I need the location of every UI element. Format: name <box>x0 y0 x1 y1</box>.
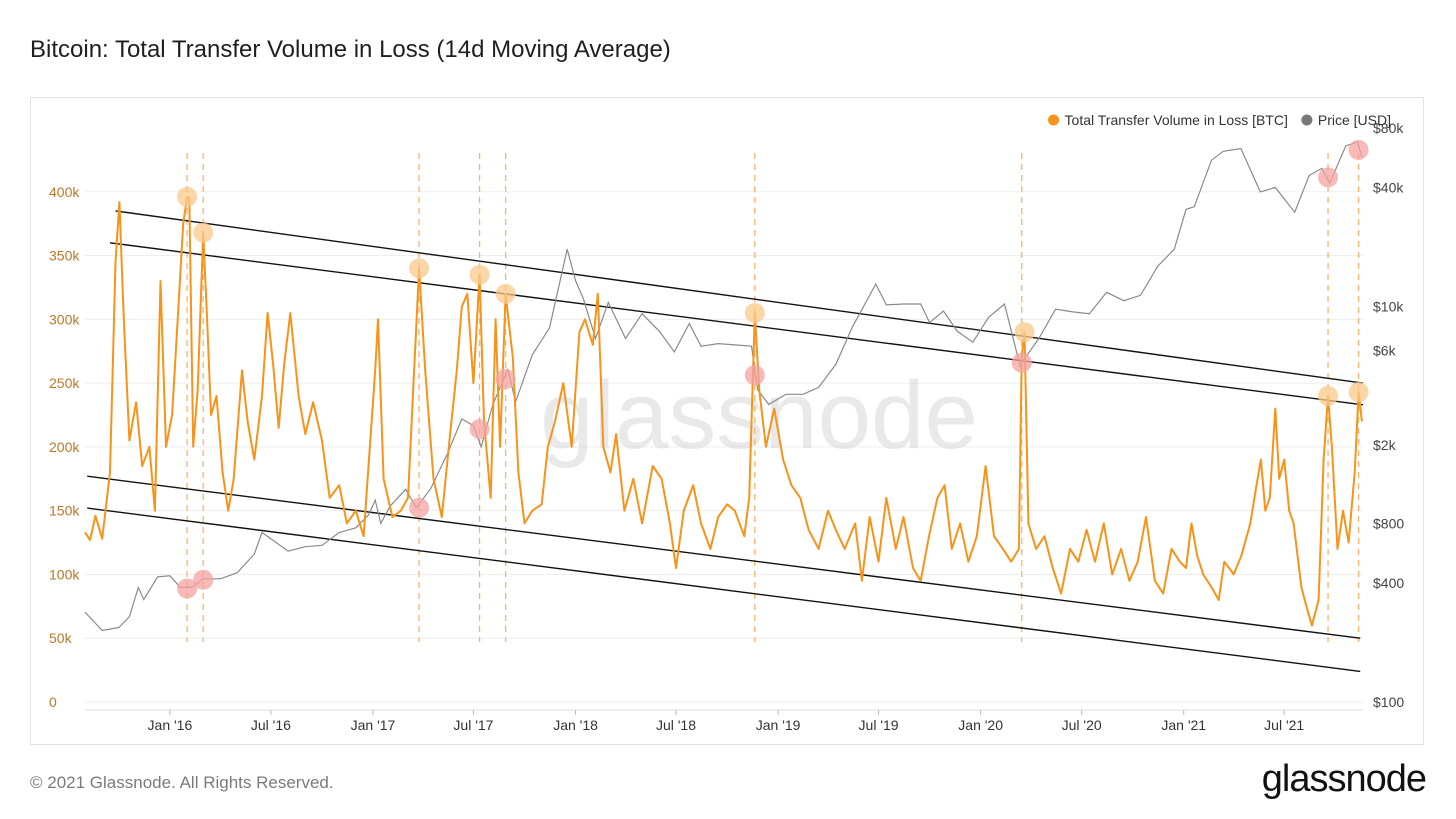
x-tick-label: Jan '17 <box>351 717 396 733</box>
price-highlight <box>1011 352 1032 373</box>
y-right-tick-label: $2k <box>1373 437 1397 453</box>
x-tick-label: Jan '20 <box>958 717 1003 733</box>
x-tick-label: Jul '17 <box>453 717 493 733</box>
volume-series <box>84 195 1363 627</box>
y-left-tick-label: 300k <box>49 311 80 327</box>
chart-svg: glassnode 050k100k150k200k250k300k350k40… <box>49 112 1404 733</box>
legend-label: Total Transfer Volume in Loss [BTC] <box>1065 112 1288 128</box>
x-tick-label: Jan '18 <box>553 717 598 733</box>
price-series <box>84 141 1363 632</box>
price-highlight <box>177 578 198 599</box>
x-tick-label: Jul '20 <box>1062 717 1102 733</box>
legend-label: Price [USD] <box>1318 112 1391 128</box>
x-tick-label: Jul '18 <box>656 717 696 733</box>
price-line <box>84 141 1363 632</box>
chart-panel: glassnode 0 50k 100k 150k 200k 250k 300k 350k 40… <box>30 97 1424 745</box>
x-tick-label: Jul '21 <box>1264 717 1304 733</box>
legend-swatch <box>1301 114 1313 126</box>
x-axis: Jan '16 Jul '16 Jan '17 Jul '17 Jan '18 Jul '… <box>85 709 1363 733</box>
y-axis-left: 0 50k 100k 150k 200k 250k 300k 350k 400k <box>49 184 80 710</box>
y-right-tick-label: $40k <box>1373 180 1404 196</box>
trend-line <box>87 475 1361 639</box>
trend-line <box>115 210 1364 384</box>
price-highlight <box>495 369 516 390</box>
y-right-tick-label: $100 <box>1373 694 1404 710</box>
x-tick-label: Jan '21 <box>1161 717 1206 733</box>
volume-highlight <box>495 283 516 304</box>
y-right-tick-label: $80k <box>1373 120 1404 136</box>
x-tick-label: Jan '16 <box>148 717 193 733</box>
legend[interactable]: Price [USD] Total Transfer Volume in Loss… <box>1048 112 1391 128</box>
trend-line <box>109 242 1364 406</box>
x-tick-label: Jul '19 <box>859 717 899 733</box>
highlight-points <box>177 139 1369 599</box>
brand-logo: glassnode <box>1261 758 1427 800</box>
volume-highlight <box>1318 385 1339 406</box>
y-left-tick-label: 200k <box>49 439 80 455</box>
volume-highlight <box>409 258 430 279</box>
y-right-tick-label: $800 <box>1373 515 1404 531</box>
price-highlight <box>1348 139 1369 160</box>
y-right-tick-label: $10k <box>1373 299 1404 315</box>
trend-lines <box>87 210 1364 673</box>
volume-line <box>84 195 1363 627</box>
volume-highlight <box>1348 382 1369 403</box>
price-highlight <box>193 569 214 590</box>
price-highlight <box>409 497 430 518</box>
y-left-tick-label: 150k <box>49 503 80 519</box>
price-highlight <box>469 419 490 440</box>
volume-highlight <box>193 222 214 243</box>
x-tick-label: Jul '16 <box>251 717 291 733</box>
trend-line <box>87 507 1361 673</box>
chart-title: Bitcoin: Total Transfer Volume in Loss (… <box>30 36 671 63</box>
y-right-tick-label: $6k <box>1373 342 1397 358</box>
price-highlight <box>1318 167 1339 188</box>
volume-highlight <box>744 302 765 323</box>
y-axis-right: $100 $400 $800 $2k $6k $10k $40k $80k <box>1373 120 1404 710</box>
y-left-tick-label: 50k <box>49 630 73 646</box>
y-left-tick-label: 250k <box>49 375 80 391</box>
legend-swatch <box>1048 114 1060 126</box>
y-left-tick-label: 100k <box>49 566 80 582</box>
y-left-tick-label: 350k <box>49 248 80 264</box>
x-tick-label: Jan '19 <box>756 717 801 733</box>
y-left-tick-label: 400k <box>49 184 80 200</box>
price-highlight <box>744 365 765 386</box>
volume-highlight <box>469 264 490 285</box>
volume-highlight <box>1014 322 1035 343</box>
y-right-tick-label: $400 <box>1373 575 1404 591</box>
volume-highlight <box>177 186 198 207</box>
y-left-tick-label: 0 <box>49 694 57 710</box>
copyright: © 2021 Glassnode. All Rights Reserved. <box>30 773 334 792</box>
